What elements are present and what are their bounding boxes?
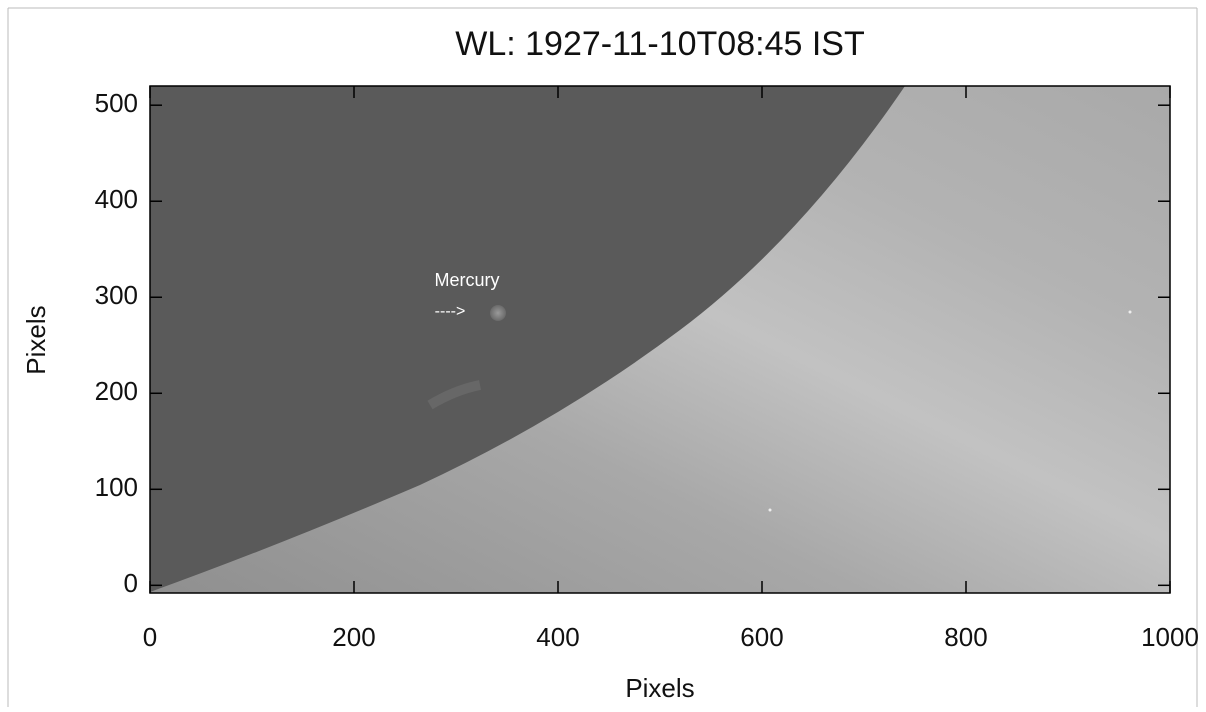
solar-image (150, 86, 1170, 593)
annotation: ----> (435, 303, 466, 320)
y-tick-label: 200 (95, 376, 138, 406)
mercury (490, 305, 506, 321)
y-tick-label: 0 (124, 568, 138, 598)
chart: WL: 1927-11-10T08:45 IST Pixels Pixels M… (0, 0, 1206, 707)
x-tick-label: 400 (536, 622, 579, 652)
y-tick-label: 300 (95, 280, 138, 310)
y-tick-label: 400 (95, 184, 138, 214)
speck (769, 509, 772, 512)
annotation: Mercury (434, 270, 499, 290)
speck (1129, 311, 1132, 314)
chart-title: WL: 1927-11-10T08:45 IST (455, 25, 864, 63)
x-tick-label: 1000 (1141, 622, 1199, 652)
x-tick-label: 200 (332, 622, 375, 652)
x-tick-label: 800 (944, 622, 987, 652)
x-tick-label: 0 (143, 622, 157, 652)
y-axis-label: Pixels (21, 305, 51, 374)
x-tick-label: 600 (740, 622, 783, 652)
y-tick-label: 100 (95, 472, 138, 502)
y-tick-label: 500 (95, 88, 138, 118)
x-axis-label: Pixels (625, 673, 694, 703)
